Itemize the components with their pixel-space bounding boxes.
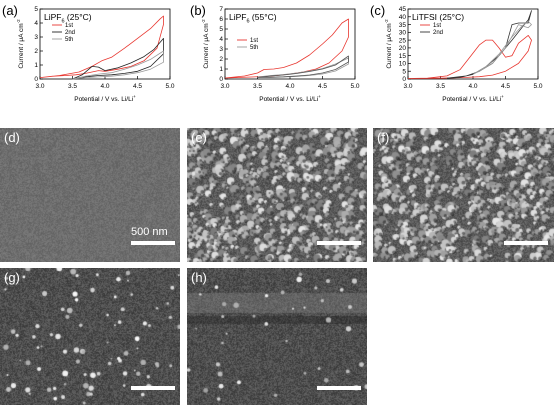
scale-bar-f — [504, 241, 548, 245]
x-tick-label: 4.5 — [501, 83, 510, 90]
y-tick-label: 5 — [219, 26, 223, 33]
legend-label: 1st — [65, 23, 73, 29]
y-tick-label: 30 — [399, 30, 407, 37]
micrograph-d: (d) 500 nm — [0, 128, 180, 262]
chart-title: LiPF6 (55°C) — [229, 12, 277, 25]
y-axis-label: Current / μA cm-2 — [201, 19, 210, 69]
legend-label: 5th — [65, 37, 73, 43]
y-tick-label: 5 — [402, 68, 406, 75]
series-line — [407, 35, 532, 79]
x-axis-label: Potential / V vs. Li/Li+ — [74, 94, 136, 103]
panel-letter-b: (b) — [190, 3, 206, 18]
y-tick-label: 2 — [219, 56, 223, 63]
y-tick-label: 1 — [219, 66, 223, 73]
micrograph-label-h: (h) — [191, 270, 207, 285]
series-line — [72, 38, 164, 80]
scale-bar-e — [317, 241, 361, 245]
chart-b: 3.0 3.5 4.0 4.5 5.0 0 1 2 3 4 5 6 7 Potential / V vs.… — [201, 6, 360, 103]
micrograph-g: (g) — [0, 268, 180, 405]
y-tick-label: 25 — [399, 37, 407, 44]
y-tick-label: 3 — [34, 34, 38, 41]
series-line — [72, 50, 164, 80]
y-tick-label: 4 — [34, 20, 38, 27]
x-tick-label: 5.0 — [533, 83, 542, 90]
x-tick-label: 3.5 — [68, 83, 77, 90]
scale-bar — [131, 241, 175, 245]
micrograph-e: (e) — [187, 128, 367, 262]
y-axis-label: Current / μA cm-2 — [384, 19, 393, 69]
micrograph-label-d: (d) — [4, 130, 20, 145]
y-tick-label: 6 — [219, 16, 223, 23]
micrograph-label-e: (e) — [191, 130, 207, 145]
series-line — [472, 20, 532, 75]
scale-bar-g — [131, 386, 175, 390]
panel-letter-a: (a) — [2, 3, 18, 18]
x-tick-label: 3.0 — [403, 83, 412, 90]
y-tick-label: 3 — [219, 46, 223, 53]
y-tick-label: 40 — [399, 14, 407, 21]
series-line — [257, 55, 349, 78]
y-tick-label: 20 — [399, 45, 407, 52]
x-tick-label: 5.0 — [350, 83, 359, 90]
y-tick-label: 15 — [399, 53, 407, 60]
y-axis-label: Current / μA cm-2 — [16, 19, 25, 69]
panel-letter-c: (c) — [370, 3, 386, 18]
y-tick-label: 2 — [34, 48, 38, 55]
legend-label: 2nd — [65, 30, 75, 36]
x-tick-label: 4.5 — [133, 83, 142, 90]
legend-label: 5th — [250, 45, 258, 51]
micrograph-label-f: (f) — [377, 130, 390, 145]
micrograph-label-g: (g) — [4, 270, 20, 285]
x-axis-label: Potential / V vs. Li/Li+ — [259, 94, 321, 103]
legend-label: 1st — [433, 23, 441, 29]
x-tick-label: 4.5 — [318, 83, 327, 90]
series-line — [257, 57, 349, 78]
x-tick-label: 3.5 — [253, 83, 262, 90]
chart-title: LiTFSI (25°C) — [412, 12, 464, 22]
legend-label: 2nd — [433, 30, 443, 36]
micrograph-f: (f) — [373, 128, 554, 262]
x-tick-label: 3.0 — [35, 83, 44, 90]
x-axis-label: Potential / V vs. Li/Li+ — [442, 94, 504, 103]
x-tick-label: 4.0 — [468, 83, 477, 90]
y-tick-label: 0 — [402, 76, 406, 83]
x-tick-label: 4.0 — [285, 83, 294, 90]
micrograph-h: (h) — [187, 268, 367, 405]
y-tick-label: 4 — [219, 36, 223, 43]
y-tick-label: 0 — [219, 76, 223, 83]
y-tick-label: 45 — [399, 6, 407, 13]
y-tick-label: 0 — [34, 76, 38, 83]
series-line — [224, 18, 349, 79]
scale-bar-h — [317, 386, 361, 390]
chart-a: 3.0 3.5 4.0 4.5 5.0 0 1 2 3 4 5 Potential / V vs. L… — [16, 6, 175, 103]
x-tick-label: 5.0 — [165, 83, 174, 90]
y-tick-label: 35 — [399, 22, 407, 29]
y-tick-label: 7 — [219, 6, 223, 13]
chart-title: LiPF6 (25°C) — [44, 12, 92, 25]
x-tick-label: 3.5 — [436, 83, 445, 90]
legend-label: 1st — [250, 38, 258, 44]
x-tick-label: 4.0 — [100, 83, 109, 90]
scale-bar-label: 500 nm — [131, 226, 168, 238]
y-tick-label: 5 — [34, 6, 38, 13]
y-tick-label: 10 — [399, 61, 407, 68]
y-tick-label: 1 — [34, 62, 38, 69]
x-tick-label: 3.0 — [220, 83, 229, 90]
